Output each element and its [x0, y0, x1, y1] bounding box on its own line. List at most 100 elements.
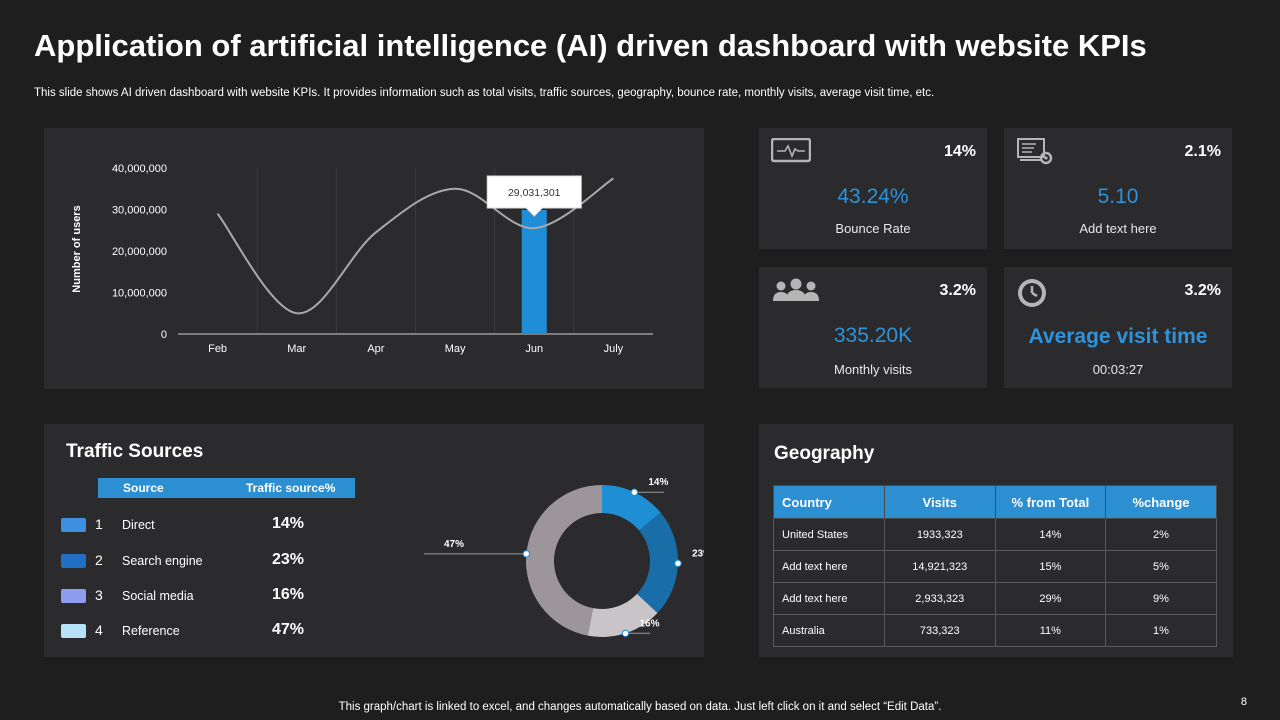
users-group-icon [773, 278, 819, 301]
donut-slice[interactable] [526, 485, 602, 636]
donut-leader-dot [630, 488, 639, 496]
source-name: Reference [122, 624, 180, 638]
y-tick-label: 20,000,000 [112, 246, 167, 258]
source-column-header: Source [123, 481, 164, 495]
kpi-card-monthly-visits[interactable]: 3.2% 335.20K Monthly visits [759, 267, 987, 388]
table-cell: 14% [994, 518, 1106, 551]
geography-title: Geography [774, 443, 875, 464]
traffic-sources-panel[interactable]: 14% 23% 16% 47% Traffic Sources Source Traf… [44, 424, 704, 657]
geography-table: Country Visits % from Total %change Unit… [773, 485, 1218, 647]
users-chart-panel[interactable]: 0 10,000,000 20,000,000 30,000,000 40,000,00… [44, 128, 704, 389]
donut-slice-label: 14% [648, 477, 668, 488]
traffic-donut-chart[interactable]: 14% 23% 16% 47% [44, 424, 704, 657]
legend-swatch [61, 624, 86, 638]
traffic-sources-title: Traffic Sources [66, 441, 204, 462]
donut-slice-label: 23% [692, 548, 704, 559]
source-share: 23% [272, 551, 305, 568]
y-tick-label: 30,000,000 [112, 205, 167, 217]
donut-slice-label: 16% [639, 618, 659, 629]
table-cell: 11% [994, 614, 1106, 647]
page-number: 8 [1240, 696, 1247, 708]
kpi-change: 3.2% [1184, 282, 1221, 299]
kpi-value: Average visit time [1028, 325, 1208, 348]
traffic-row-social-media: 3 Social media 16% [61, 586, 361, 606]
kpi-change: 3.2% [939, 282, 976, 299]
kpi-label: 00:03:27 [1092, 362, 1144, 377]
legend-swatch [61, 518, 86, 532]
donut-slice[interactable] [636, 512, 678, 614]
donut-slice-label: 47% [444, 539, 464, 550]
x-tick-label: Feb [208, 343, 227, 355]
column-header: Visits [883, 485, 996, 519]
column-header: %change [1104, 485, 1218, 519]
x-tick-label: Jun [525, 343, 543, 355]
table-header-row: Country Visits % from Total %change [773, 485, 1218, 519]
source-name: Search engine [122, 554, 203, 568]
row-number: 1 [95, 516, 103, 532]
kpi-value: 335.20K [833, 324, 913, 347]
kpi-value: 5.10 [1097, 185, 1139, 208]
y-tick-label: 40,000,000 [112, 163, 167, 175]
value-callout-label: 29,031,301 [508, 187, 561, 199]
kpi-card-average-visit-time[interactable]: 3.2% Average visit time 00:03:27 [1004, 267, 1232, 388]
table-cell: 5% [1104, 550, 1218, 583]
slide-subtitle: This slide shows AI driven dashboard wit… [34, 87, 935, 99]
source-share: 14% [272, 515, 305, 532]
table-cell: 1933,323 [883, 518, 996, 551]
y-axis-label: Number of users [71, 205, 83, 292]
column-header: % from Total [994, 485, 1106, 519]
donut-leader-dot [522, 550, 531, 558]
x-tick-label: Mar [287, 343, 306, 355]
monitor-pulse-icon [771, 138, 811, 163]
row-number: 2 [95, 552, 103, 568]
table-cell: 14,921,323 [883, 550, 996, 583]
table-cell: 2,933,323 [883, 582, 996, 615]
slide-title: Application of artificial intelligence (… [34, 28, 1147, 63]
table-cell: 9% [1104, 582, 1218, 615]
kpi-card-bounce-rate[interactable]: 14% 43.24% Bounce Rate [759, 128, 987, 249]
kpi-label: Monthly visits [833, 362, 913, 377]
legend-swatch [61, 554, 86, 568]
traffic-row-direct: 1 Direct 14% [61, 515, 361, 535]
kpi-label: Bounce Rate [835, 221, 911, 236]
column-header: Country [773, 485, 885, 519]
source-name: Social media [122, 589, 194, 603]
kpi-value: 43.24% [837, 185, 909, 208]
legend-swatch [61, 589, 86, 603]
screen-gear-icon [1017, 138, 1053, 165]
table-cell: 733,323 [883, 614, 996, 647]
x-tick-label: Apr [367, 343, 384, 355]
table-cell: 1% [1104, 614, 1218, 647]
source-share: 47% [272, 621, 305, 638]
traffic-row-search-engine: 2 Search engine 23% [61, 551, 361, 571]
kpi-label: Add text here [1079, 221, 1157, 236]
users-line-chart[interactable]: 0 10,000,000 20,000,000 30,000,000 40,000,00… [44, 128, 704, 389]
table-row: Add text here 14,921,323 15% 5% [773, 550, 1218, 583]
slide-footer-note: This graph/chart is linked to excel, and… [338, 701, 942, 713]
geography-panel[interactable]: Geography Country Visits % from Total %c… [759, 424, 1233, 657]
table-row: Add text here 2,933,323 29% 9% [773, 582, 1218, 615]
y-tick-label: 10,000,000 [112, 288, 167, 300]
donut-leader-dot [674, 559, 682, 568]
donut-slice[interactable] [587, 593, 658, 637]
row-number: 3 [95, 587, 103, 603]
kpi-change: 2.1% [1184, 143, 1221, 160]
y-tick-label: 0 [161, 329, 167, 341]
users-series-line[interactable] [216, 177, 614, 315]
table-cell: 29% [994, 582, 1106, 615]
x-tick-label: May [445, 343, 466, 355]
table-cell: Australia [773, 614, 885, 647]
kpi-card-add-text[interactable]: 2.1% 5.10 Add text here [1004, 128, 1232, 249]
value-callout [486, 175, 582, 217]
clock-icon [1018, 279, 1046, 307]
kpi-change: 14% [943, 143, 976, 160]
table-cell: 2% [1104, 518, 1218, 551]
highlight-bar[interactable] [521, 210, 547, 334]
x-tick-label: July [604, 343, 624, 355]
donut-slice[interactable] [602, 485, 661, 531]
source-share: 16% [272, 586, 305, 603]
table-row: Australia 733,323 11% 1% [773, 614, 1218, 647]
traffic-table-header: Source Traffic source% [98, 478, 355, 498]
table-cell: 15% [994, 550, 1106, 583]
table-cell: United States [773, 518, 885, 551]
